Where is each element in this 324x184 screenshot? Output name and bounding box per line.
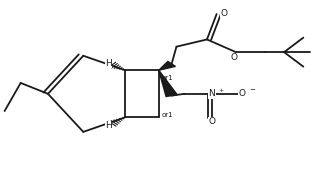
- Text: N: N: [208, 89, 215, 98]
- Polygon shape: [159, 70, 177, 97]
- Text: or1: or1: [162, 75, 174, 81]
- Text: O: O: [231, 53, 238, 62]
- Text: O: O: [239, 89, 246, 98]
- Text: H: H: [105, 121, 112, 130]
- Text: −: −: [250, 87, 256, 93]
- Text: O: O: [220, 9, 227, 18]
- Polygon shape: [159, 61, 175, 70]
- Text: O: O: [208, 117, 215, 126]
- Text: or1: or1: [162, 112, 174, 118]
- Text: +: +: [218, 88, 224, 93]
- Text: H: H: [105, 59, 112, 68]
